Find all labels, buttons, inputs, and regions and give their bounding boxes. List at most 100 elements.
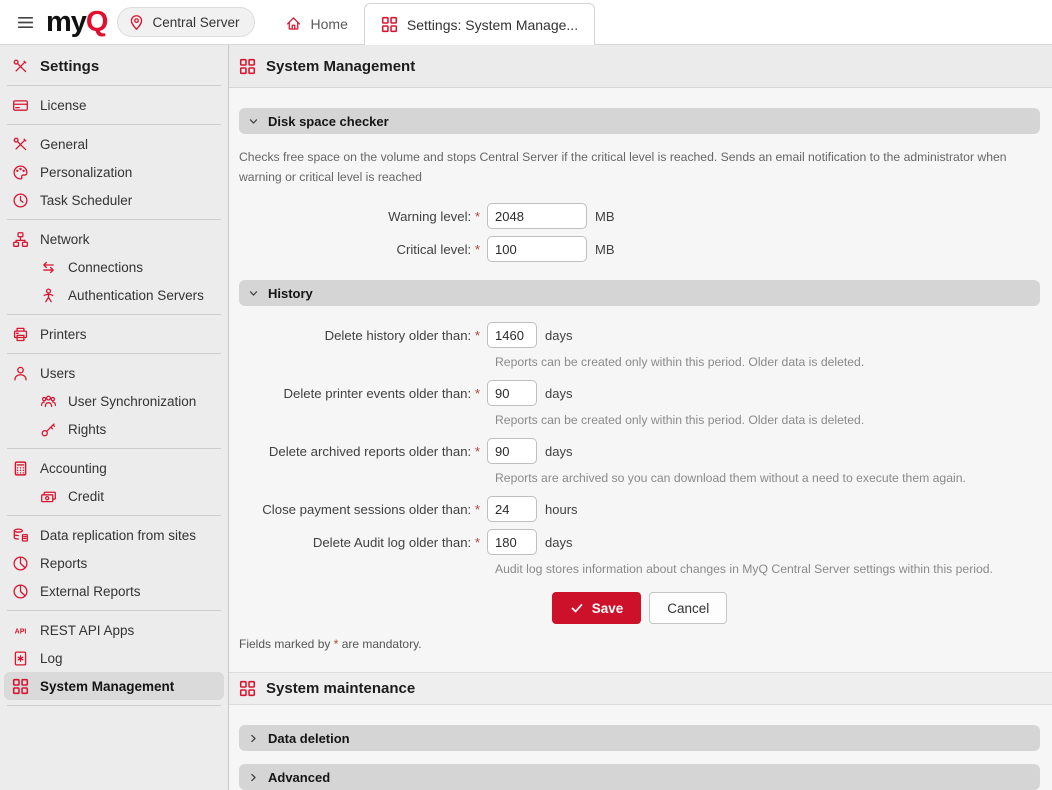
auth-user-icon [40,287,57,304]
settings-sidebar: Settings License General Personalization Ta… [0,45,229,790]
delete-history-older-than-input[interactable] [487,322,537,349]
section-header-history[interactable]: History [239,280,1040,307]
sidebar-item-data-replication-from-sites[interactable]: Data replication from sites [4,521,224,549]
field-unit: days [545,443,573,459]
server-selector-button[interactable]: Central Server [117,7,255,37]
critical-level-input[interactable] [487,236,587,263]
delete-printer-events-older-than-input[interactable] [487,380,537,407]
menu-button[interactable] [8,5,42,39]
required-asterisk: * [474,385,480,401]
sidebar-item-authentication-servers[interactable]: Authentication Servers [4,281,224,309]
logo-my: my [46,5,87,38]
sidebar-item-rest-api-apps[interactable]: API REST API Apps [4,616,224,644]
money-icon [40,488,57,505]
sidebar-item-system-management[interactable]: System Management [4,672,224,700]
cancel-button-label: Cancel [667,600,710,616]
tab-settings-system-manage[interactable]: Settings: System Manage... [363,3,596,45]
sidebar-item-accounting[interactable]: Accounting [4,454,224,482]
api-icon: API [12,622,29,639]
warning-level-input[interactable] [487,203,587,230]
sidebar-item-license[interactable]: License [4,91,224,119]
tools-icon [12,136,29,153]
maintenance-title: System maintenance [266,680,416,698]
connections-icon [40,259,57,276]
sidebar-item-task-scheduler[interactable]: Task Scheduler [4,186,224,214]
sidebar-item-reports[interactable]: Reports [4,549,224,577]
sidebar-item-users[interactable]: Users [4,359,224,387]
field-row: Warning level: * MB [239,203,1040,230]
section-title: Data deletion [268,730,350,746]
section-title: Advanced [268,769,331,785]
required-asterisk: * [474,534,480,550]
delete-archived-reports-older-than-input[interactable] [487,438,537,465]
sidebar-item-label: Rights [68,421,107,437]
field-help-text: Reports can be created only within this … [495,355,865,370]
chevron-down-icon [248,288,259,299]
sidebar-item-general[interactable]: General [4,130,224,158]
field-label: Close payment sessions older than: * [262,501,480,517]
tab-label: Settings: System Manage... [406,16,579,33]
field-help-text: Reports can be created only within this … [495,413,865,428]
sidebar-item-user-synchronization[interactable]: User Synchronization [4,387,224,415]
sidebar-item-printers[interactable]: Printers [4,320,224,348]
tab-home[interactable]: Home [269,3,364,44]
maintenance-sections: Data deletion Advanced [229,705,1052,790]
sidebar-item-external-reports[interactable]: External Reports [4,577,224,605]
palette-icon [12,164,29,181]
sidebar-divider [7,353,221,354]
sidebar-item-rights[interactable]: Rights [4,415,224,443]
section-title: Disk space checker [268,113,389,129]
sidebar-item-label: Users [40,365,76,381]
sidebar-item-label: Accounting [40,460,107,476]
field-unit: hours [545,501,578,517]
cancel-button[interactable]: Cancel [649,592,728,625]
sidebar-divider [7,314,221,315]
field-label: Delete Audit log older than: * [312,534,480,550]
field-label: Delete printer events older than: * [283,385,480,401]
sidebar-item-credit[interactable]: Credit [4,482,224,510]
tab-bar: Home Settings: System Manage... [269,0,596,45]
hamburger-icon [17,14,34,31]
field-label: Warning level: * [388,208,480,224]
chevron-right-icon [248,733,259,744]
sidebar-item-personalization[interactable]: Personalization [4,158,224,186]
sidebar-item-label: General [40,136,89,152]
required-asterisk: * [474,443,480,459]
users-icon [40,393,57,410]
license-icon [12,97,29,114]
sidebar-divider [7,448,221,449]
disk-section-description: Checks free space on the volume and stop… [239,150,1007,185]
sidebar-item-label: System Management [40,678,175,694]
printer-icon [12,326,29,343]
sidebar-item-label: Task Scheduler [40,192,133,208]
sidebar-item-log[interactable]: Log [4,644,224,672]
sidebar-item-label: Connections [68,259,144,275]
section-header-disk-space-checker[interactable]: Disk space checker [239,108,1040,134]
grid-icon [12,678,29,695]
sidebar-item-network[interactable]: Network [4,225,224,253]
main-panel: System Management Disk space checker Che… [229,45,1052,790]
section-header-advanced[interactable]: Advanced [239,764,1040,790]
save-button[interactable]: Save [551,592,642,625]
section-header-data-deletion[interactable]: Data deletion [239,725,1040,751]
chevron-right-icon [248,772,259,783]
field-help-text: Audit log stores information about chang… [495,562,993,577]
form-actions: Save Cancel [239,592,1040,625]
field-unit: days [545,534,573,550]
required-asterisk: * [474,208,480,224]
close-payment-sessions-older-than-input[interactable] [487,496,537,523]
page-title: System Management [266,57,416,75]
replication-icon [12,527,29,544]
home-icon [285,15,302,32]
svg-text:API: API [15,627,27,635]
section-title: History [268,285,313,301]
mandatory-note: Fields marked by * are mandatory. [239,637,422,652]
user-icon [12,365,29,382]
delete-audit-log-older-than-input[interactable] [487,529,537,556]
field-unit: days [545,385,573,401]
sidebar-item-label: User Synchronization [68,393,197,409]
sidebar-item-connections[interactable]: Connections [4,253,224,281]
tools-icon [12,58,29,75]
field-label: Critical level: * [396,241,480,257]
network-icon [12,231,29,248]
